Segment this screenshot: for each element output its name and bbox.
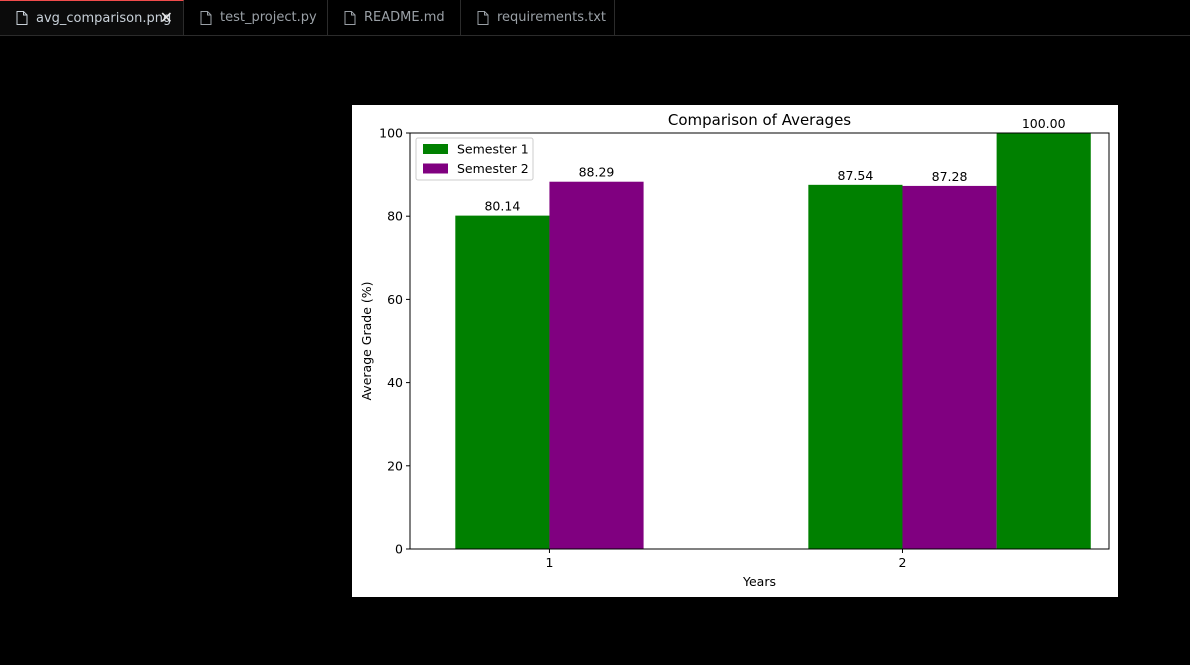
file-icon — [477, 10, 489, 25]
y-tick-label: 100 — [379, 126, 403, 141]
close-icon[interactable]: ✕ — [159, 8, 173, 27]
file-icon — [344, 10, 356, 25]
tab-avg-comparison[interactable]: avg_comparison.png ✕ — [0, 0, 184, 35]
bar — [549, 181, 644, 549]
bar-chart: 80.14 88.29 87.54 87.28 100.00 0 20 40 60 80 100 1 2… — [359, 111, 1110, 589]
legend-label: Semester 2 — [457, 161, 529, 176]
tab-label: test_project.py — [220, 10, 317, 25]
bar-value-label: 80.14 — [484, 199, 520, 214]
x-tick-label: 2 — [899, 555, 907, 570]
x-axis-label: Years — [742, 574, 776, 589]
bar-value-label: 100.00 — [1022, 116, 1066, 131]
y-tick-label: 80 — [387, 209, 403, 224]
bar-value-label: 88.29 — [579, 165, 615, 180]
y-tick-label: 20 — [387, 458, 403, 473]
chart-title: Comparison of Averages — [668, 111, 851, 129]
bar — [996, 133, 1091, 549]
legend-swatch — [423, 144, 448, 154]
y-tick-label: 0 — [395, 542, 403, 557]
bar-value-label: 87.54 — [838, 168, 874, 183]
bar-value-label: 87.28 — [932, 169, 968, 184]
tab-test-project[interactable]: test_project.py — [184, 0, 328, 35]
tab-label: avg_comparison.png — [36, 10, 172, 26]
legend-label: Semester 1 — [457, 142, 529, 157]
image-preview: 80.14 88.29 87.54 87.28 100.00 0 20 40 60 80 100 1 2… — [352, 105, 1118, 597]
tab-readme[interactable]: README.md — [328, 0, 461, 35]
bar — [455, 215, 550, 549]
editor-tab-bar: avg_comparison.png ✕ test_project.py REA… — [0, 0, 1190, 36]
legend-swatch — [423, 163, 448, 174]
file-icon — [200, 10, 212, 25]
y-axis-label: Average Grade (%) — [359, 281, 374, 400]
x-tick-label: 1 — [545, 555, 553, 570]
tab-label: README.md — [364, 10, 445, 25]
y-tick-label: 40 — [387, 375, 403, 390]
tab-label: requirements.txt — [497, 10, 607, 25]
y-tick-label: 60 — [387, 292, 403, 307]
bar — [902, 185, 997, 549]
file-icon — [16, 11, 28, 25]
bar — [808, 184, 903, 549]
plot-frame — [409, 132, 1110, 550]
tab-requirements[interactable]: requirements.txt — [461, 0, 615, 35]
